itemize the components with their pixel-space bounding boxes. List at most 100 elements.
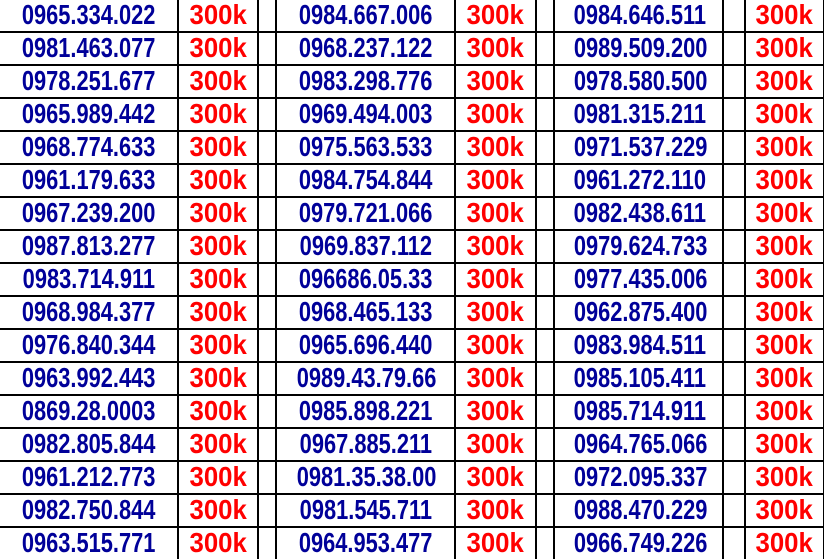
price-label: 300k	[755, 428, 814, 460]
spacer-cell	[722, 228, 746, 264]
phone-number: 0978.251.677	[21, 65, 156, 97]
phone-number: 0983.984.511	[573, 329, 707, 361]
spacer-cell	[722, 0, 746, 33]
price-cell: 300k	[177, 393, 259, 429]
phone-number: 0979.624.733	[573, 230, 708, 262]
spacer-cell	[722, 162, 746, 198]
table-row: 0869.28.0003 300k 0985.898.221 300k 0985.714…	[0, 393, 824, 429]
phone-cell: 0965.696.440	[275, 327, 456, 363]
phone-number: 0984.754.844	[298, 164, 433, 196]
phone-cell: 0982.805.844	[0, 426, 179, 462]
table-row: 0968.774.633 300k 0975.563.533 300k 0971.537…	[0, 129, 824, 165]
phone-number: 0968.984.377	[21, 296, 156, 328]
phone-number: 0965.696.440	[298, 329, 433, 361]
price-cell: 300k	[454, 195, 537, 231]
spacer-cell	[257, 294, 277, 330]
price-cell: 300k	[454, 426, 537, 462]
table-row: 0983.714.911 300k 096686.05.33 300k 0977.435…	[0, 261, 824, 297]
phone-cell: 0978.580.500	[553, 63, 724, 99]
price-cell: 300k	[744, 525, 824, 559]
price-label: 300k	[755, 230, 814, 262]
phone-cell: 0988.470.229	[553, 492, 724, 528]
spacer-cell	[722, 525, 746, 559]
table-row: 0963.515.771 300k 0964.953.477 300k 0966.749…	[0, 525, 824, 559]
spacer-cell	[535, 228, 555, 264]
price-label: 300k	[466, 164, 525, 196]
phone-number: 0985.714.911	[573, 395, 707, 427]
spacer-cell	[722, 393, 746, 429]
price-label: 300k	[466, 461, 525, 493]
price-label: 300k	[755, 65, 814, 97]
spacer-cell	[535, 360, 555, 396]
spacer-cell	[535, 393, 555, 429]
price-cell: 300k	[454, 360, 537, 396]
spacer-cell	[257, 30, 277, 66]
spacer-cell	[722, 195, 746, 231]
price-cell: 300k	[177, 492, 259, 528]
price-cell: 300k	[744, 30, 824, 66]
price-cell: 300k	[177, 63, 259, 99]
phone-number: 0982.805.844	[21, 428, 156, 460]
price-cell: 300k	[454, 327, 537, 363]
spacer-cell	[535, 30, 555, 66]
price-label: 300k	[466, 0, 525, 31]
price-cell: 300k	[454, 96, 537, 132]
spacer-cell	[722, 261, 746, 297]
phone-cell: 0983.984.511	[553, 327, 724, 363]
phone-cell: 0982.750.844	[0, 492, 179, 528]
table-row: 0965.334.022 300k 0984.667.006 300k 0984.646…	[0, 0, 824, 33]
phone-number: 0968.774.633	[21, 131, 156, 163]
phone-cell: 0962.875.400	[553, 294, 724, 330]
price-cell: 300k	[744, 459, 824, 495]
phone-number: 0964.953.477	[298, 527, 433, 559]
price-cell: 300k	[177, 327, 259, 363]
phone-cell: 0977.435.006	[553, 261, 724, 297]
spacer-cell	[257, 261, 277, 297]
table-row: 0961.179.633 300k 0984.754.844 300k 0961.272…	[0, 162, 824, 198]
phone-number: 0987.813.277	[21, 230, 156, 262]
price-cell: 300k	[744, 96, 824, 132]
phone-number: 0981.463.077	[21, 32, 156, 64]
table-row: 0968.984.377 300k 0968.465.133 300k 0962.875…	[0, 294, 824, 330]
spacer-cell	[257, 96, 277, 132]
phone-cell: 0968.774.633	[0, 129, 179, 165]
phone-number: 0968.237.122	[298, 32, 433, 64]
spacer-cell	[257, 63, 277, 99]
price-cell: 300k	[454, 228, 537, 264]
phone-cell: 0969.837.112	[275, 228, 456, 264]
phone-number: 0961.272.110	[573, 164, 707, 196]
phone-number: 0963.515.771	[21, 527, 156, 559]
price-label: 300k	[466, 197, 525, 229]
phone-number: 0965.334.022	[21, 0, 156, 31]
price-label: 300k	[466, 428, 525, 460]
spacer-cell	[535, 261, 555, 297]
phone-cell: 0981.545.711	[275, 492, 456, 528]
price-cell: 300k	[454, 30, 537, 66]
price-cell: 300k	[454, 162, 537, 198]
price-cell: 300k	[177, 195, 259, 231]
phone-number: 0983.714.911	[22, 263, 155, 295]
phone-number: 0981.315.211	[573, 98, 707, 130]
phone-number: 0977.435.006	[573, 263, 708, 295]
price-label: 300k	[189, 428, 247, 460]
phone-cell: 0987.813.277	[0, 228, 179, 264]
price-cell: 300k	[744, 327, 824, 363]
spacer-cell	[257, 426, 277, 462]
price-cell: 300k	[177, 294, 259, 330]
price-cell: 300k	[177, 162, 259, 198]
price-label: 300k	[189, 362, 247, 394]
price-label: 300k	[466, 527, 525, 559]
spacer-cell	[722, 294, 746, 330]
price-cell: 300k	[454, 261, 537, 297]
price-label: 300k	[755, 296, 814, 328]
price-label: 300k	[466, 296, 525, 328]
price-label: 300k	[189, 395, 247, 427]
price-cell: 300k	[177, 525, 259, 559]
spacer-cell	[257, 195, 277, 231]
price-label: 300k	[755, 461, 814, 493]
price-label: 300k	[755, 164, 814, 196]
phone-cell: 0984.646.511	[553, 0, 724, 33]
spacer-cell	[722, 360, 746, 396]
price-label: 300k	[189, 32, 247, 64]
price-label: 300k	[189, 263, 247, 295]
